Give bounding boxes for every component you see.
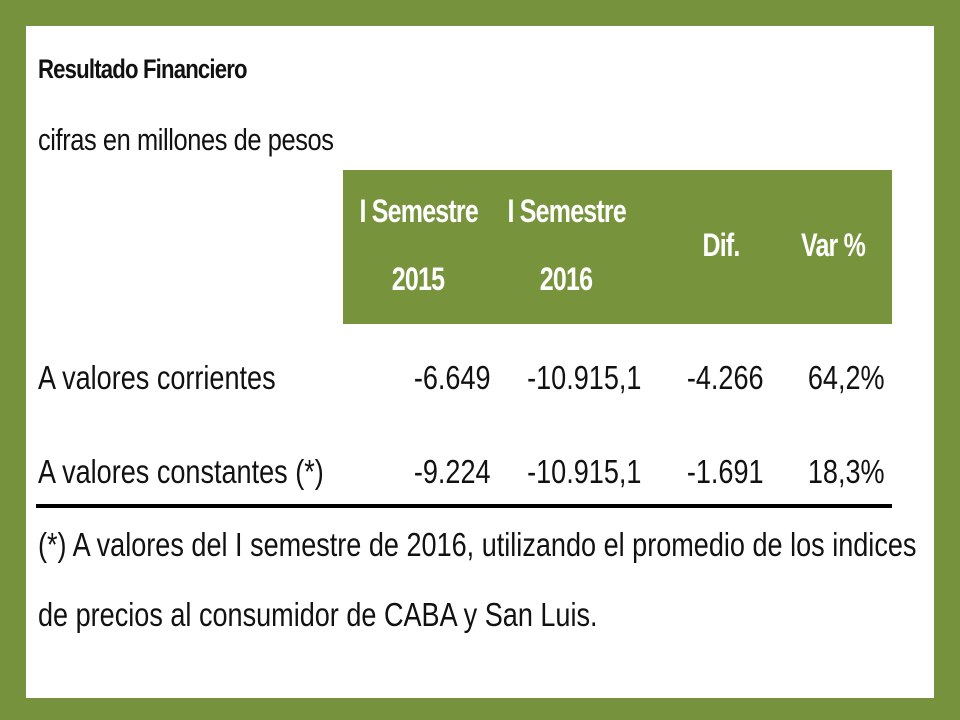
cell-corrientes-var: 64,2% (808, 359, 885, 396)
cell-corrientes-dif: -4.266 (687, 359, 764, 396)
table-subtitle: cifras en millones de pesos (38, 122, 334, 157)
cell-constantes-var: 18,3% (808, 453, 885, 490)
header-col2-line2: 2016 (539, 261, 593, 297)
row-label-constantes: A valores constantes (*) (38, 453, 324, 490)
footnote-line-1: (*) A valores del I semestre de 2016, ut… (38, 526, 917, 563)
cell-constantes-dif: -1.691 (687, 453, 764, 490)
footnote-line-2: de precios al consumidor de CABA y San L… (38, 596, 598, 633)
cell-constantes-2015: -9.224 (414, 453, 491, 490)
cell-corrientes-2016: -10.915,1 (526, 359, 641, 396)
header-col1-line1: I Semestre (359, 193, 479, 229)
cell-constantes-2016: -10.915,1 (526, 453, 641, 490)
header-col4: Var % (800, 227, 866, 263)
cell-corrientes-2015: -6.649 (414, 359, 491, 396)
header-col2-line1: I Semestre (507, 193, 627, 229)
slide-frame: Resultado Financiero cifras en millones … (26, 26, 934, 698)
row-label-corrientes: A valores corrientes (38, 359, 276, 396)
header-col3: Dif. (702, 227, 740, 263)
table-title: Resultado Financiero (38, 54, 248, 84)
table-bottom-rule (36, 504, 892, 508)
header-col1-line2: 2015 (391, 261, 445, 297)
table-header: I Semestre 2015 I Semestre 2016 Dif. Var… (343, 170, 892, 324)
